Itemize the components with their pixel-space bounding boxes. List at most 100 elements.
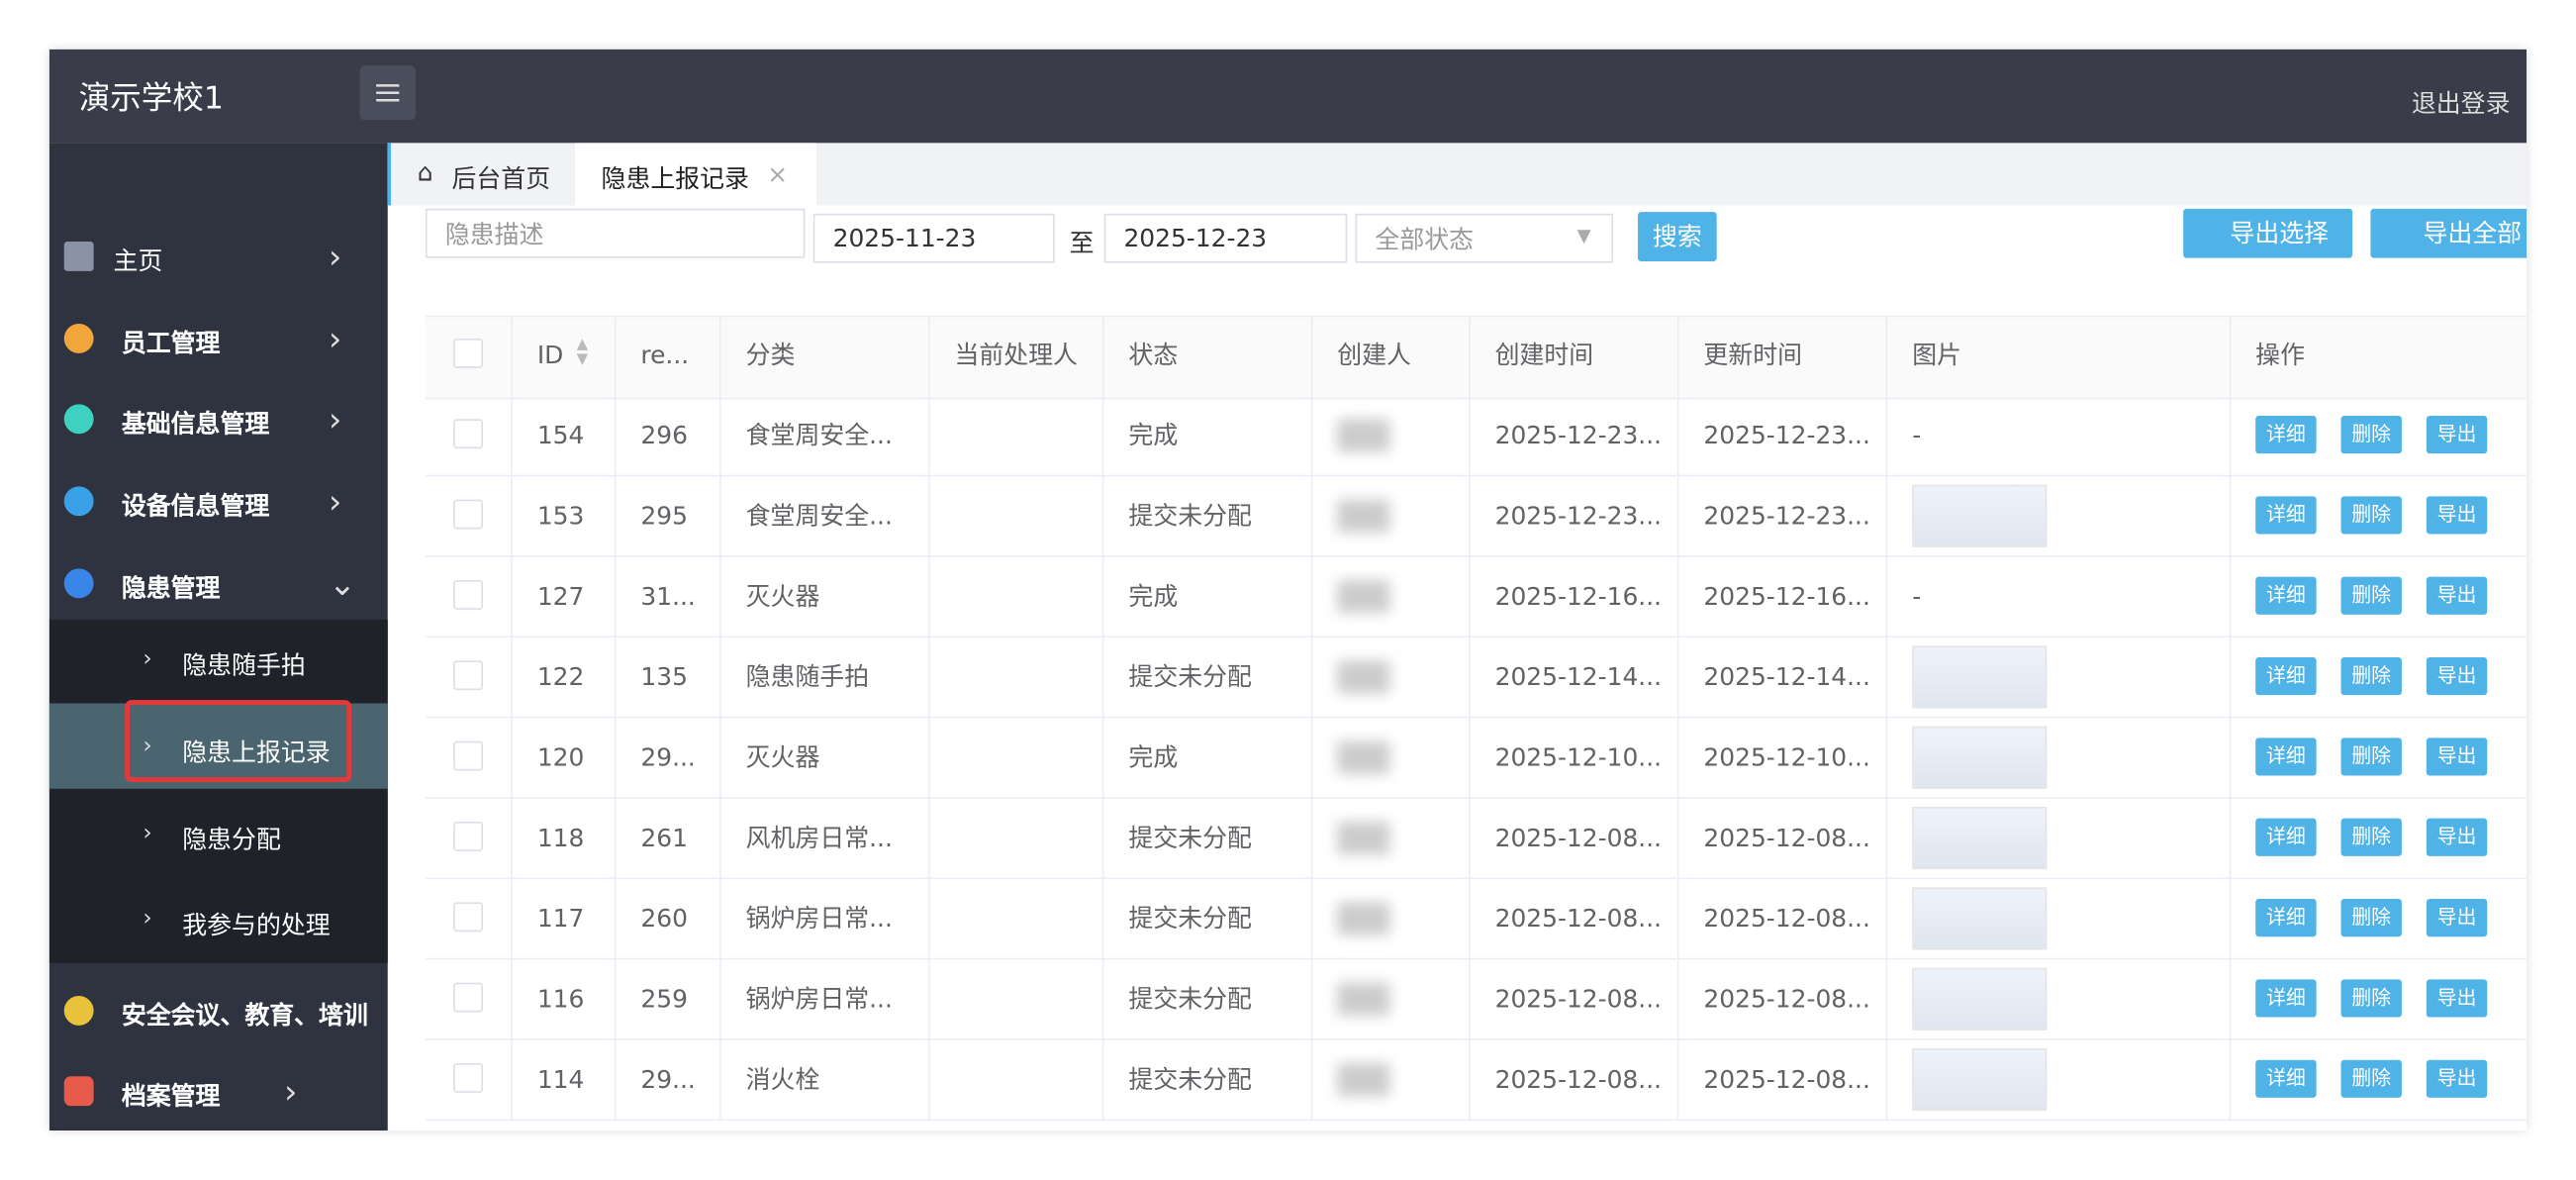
checkbox[interactable] (453, 660, 484, 691)
menu-item[interactable]: 员工管理 (121, 329, 221, 358)
cell-updated: 2025-12-08... (1703, 1064, 1870, 1095)
cell-divider (1101, 959, 1104, 1040)
menu-item[interactable]: 基础信息管理 (121, 409, 270, 440)
checkbox[interactable] (453, 740, 484, 771)
action-button[interactable]: 导出 (2426, 496, 2488, 535)
export-selected[interactable]: 导出选择 (2183, 208, 2353, 258)
menu-item[interactable]: 安全会议、教育、培训 (121, 1000, 368, 1031)
cell-divider (511, 718, 513, 799)
action-button[interactable]: 详细 (2255, 496, 2317, 535)
action-button[interactable]: 导出 (2426, 818, 2488, 856)
menu-icon (63, 404, 94, 435)
menu-arrow: › (329, 237, 342, 276)
cell-divider (1310, 879, 1313, 960)
cell-divider (1469, 879, 1471, 960)
cell-re: 29... (640, 1064, 696, 1095)
creator-blurred (1337, 419, 1390, 452)
checkbox[interactable] (453, 419, 484, 449)
school-name: 演示学校1 (78, 80, 224, 117)
action-button[interactable]: 详细 (2255, 1059, 2317, 1098)
cell-divider (1469, 718, 1471, 799)
description-input[interactable]: 隐患描述 (425, 208, 806, 258)
action-button[interactable]: 详细 (2255, 818, 2317, 856)
action-button[interactable]: 删除 (2340, 657, 2402, 696)
menu-toggle[interactable] (359, 65, 416, 121)
column-header: 创建人 (1337, 340, 1411, 370)
checkbox[interactable] (453, 1063, 484, 1093)
sort-icon[interactable]: ▲ ▼ (576, 337, 589, 368)
action-button[interactable]: 删除 (2340, 818, 2402, 856)
thumbnail[interactable] (1912, 1048, 2048, 1112)
thumbnail[interactable] (1912, 807, 2048, 870)
tab[interactable]: 后台首页 (451, 164, 551, 194)
action-button[interactable]: 详细 (2255, 979, 2317, 1018)
action-button[interactable]: 导出 (2426, 657, 2488, 696)
cell-re: 259 (640, 984, 688, 1015)
cell-divider (614, 798, 617, 880)
tab[interactable]: 隐患上报记录 (601, 164, 749, 194)
action-button[interactable]: 删除 (2340, 899, 2402, 937)
tab-active[interactable] (575, 143, 817, 206)
cell-created: 2025-12-23... (1494, 501, 1663, 532)
submenu-item[interactable]: 我参与的处理 (182, 910, 331, 940)
cell-id: 154 (536, 420, 585, 450)
export-all[interactable]: 导出全部 (2370, 208, 2528, 258)
action-button[interactable]: 删除 (2340, 415, 2402, 454)
checkbox[interactable] (453, 338, 484, 368)
column-header: 操作 (2255, 340, 2306, 370)
thumbnail[interactable] (1912, 484, 2048, 547)
action-button[interactable]: 导出 (2426, 415, 2488, 454)
table-row (425, 396, 2528, 477)
action-button[interactable]: 删除 (2340, 1059, 2402, 1098)
submenu-item[interactable]: 隐患分配 (182, 825, 281, 855)
submenu-arrow: › (143, 733, 152, 759)
column-header[interactable]: ID (536, 340, 564, 370)
action-button[interactable]: 删除 (2340, 576, 2402, 615)
search-button[interactable]: 搜索 (1638, 212, 1717, 261)
menu-item[interactable]: 档案管理 (121, 1081, 221, 1112)
action-button[interactable]: 详细 (2255, 576, 2317, 615)
action-button[interactable]: 删除 (2340, 738, 2402, 776)
status-select[interactable]: 全部状态 (1355, 213, 1614, 263)
action-button[interactable]: 详细 (2255, 415, 2317, 454)
action-button[interactable]: 删除 (2340, 979, 2402, 1018)
submenu-item[interactable]: 隐患上报记录 (182, 738, 331, 768)
start-date[interactable]: 2025-11-23 (812, 213, 1055, 263)
tab-close[interactable]: × (767, 159, 789, 189)
action-button[interactable]: 删除 (2340, 496, 2402, 535)
checkbox[interactable] (453, 902, 484, 933)
checkbox[interactable] (453, 579, 484, 610)
thumbnail[interactable] (1912, 887, 2048, 950)
submenu-item[interactable]: 隐患随手拍 (182, 650, 306, 681)
cell-updated: 2025-12-14... (1703, 661, 1870, 692)
thumbnail[interactable] (1912, 967, 2048, 1031)
cell-divider (1310, 638, 1313, 719)
menu-item[interactable]: 设备信息管理 (121, 491, 270, 522)
action-button[interactable]: 详细 (2255, 657, 2317, 696)
cell-divider (719, 476, 721, 557)
checkbox[interactable] (453, 499, 484, 530)
cell-divider (2229, 476, 2232, 557)
checkbox[interactable] (453, 982, 484, 1013)
cell-id: 127 (536, 581, 585, 612)
action-button[interactable]: 导出 (2426, 899, 2488, 937)
thumbnail[interactable] (1912, 645, 2048, 709)
top-bar: 演示学校1 退出登录 (48, 49, 2528, 144)
cell-status: 完成 (1128, 742, 1179, 773)
cell-divider (511, 638, 513, 719)
logout[interactable]: 退出登录 (2411, 88, 2511, 119)
checkbox[interactable] (453, 822, 484, 851)
action-button[interactable]: 导出 (2426, 979, 2488, 1018)
cell-divider (1469, 638, 1471, 719)
table-row (425, 879, 2528, 960)
action-button[interactable]: 导出 (2426, 738, 2488, 776)
thumbnail[interactable] (1912, 726, 2048, 789)
action-button[interactable]: 导出 (2426, 576, 2488, 615)
end-date[interactable]: 2025-12-23 (1103, 213, 1348, 263)
action-button[interactable]: 导出 (2426, 1059, 2488, 1098)
action-button[interactable]: 详细 (2255, 899, 2317, 937)
column-header: 分类 (745, 340, 796, 370)
action-button[interactable]: 详细 (2255, 738, 2317, 776)
menu-item[interactable]: 主页 (113, 246, 163, 276)
menu-item[interactable]: 隐患管理 (121, 573, 221, 604)
